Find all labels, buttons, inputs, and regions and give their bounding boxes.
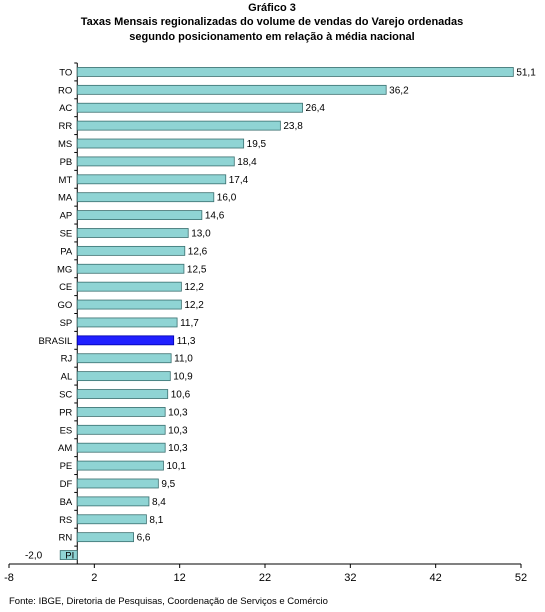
category-label-ap: AP [60, 211, 73, 222]
category-label-ba: BA [60, 497, 73, 508]
category-label-rs: RS [59, 515, 72, 526]
category-label-sc: SC [59, 390, 72, 401]
value-label-pb: 18,4 [237, 157, 257, 168]
chart-title: Gráfico 3 [248, 2, 296, 14]
x-tick-label-2: 2 [91, 572, 97, 584]
value-label-ma: 16,0 [217, 193, 237, 204]
bar-ce [76, 281, 182, 292]
bar-mt [76, 174, 227, 185]
category-label-rj: RJ [61, 354, 73, 365]
chart-subtitle-line-1: Taxas Mensais regionalizadas do volume d… [81, 16, 464, 28]
category-label-al: AL [61, 372, 73, 383]
bar-brasil [76, 335, 175, 346]
bar-ap [76, 210, 203, 220]
value-label-rs: 8,1 [149, 515, 163, 526]
bar-ac [76, 102, 303, 113]
bar-se [76, 228, 189, 238]
category-label-df: DF [60, 479, 73, 490]
value-label-rj: 11,0 [174, 354, 193, 365]
source-note: Fonte: IBGE, Diretoria de Pesquisas, Coo… [9, 596, 328, 607]
bar-rn [76, 532, 134, 543]
value-label-al: 10,9 [173, 372, 193, 383]
category-label-pa: PA [60, 246, 73, 257]
category-label-ac: AC [59, 103, 72, 114]
category-label-rn: RN [59, 533, 73, 544]
bar-to [76, 67, 514, 77]
bar-pb [76, 156, 235, 167]
bar-mg [76, 263, 185, 274]
value-label-ap: 14,6 [205, 211, 225, 222]
category-label-mg: MG [57, 264, 72, 275]
category-label-mt: MT [59, 175, 73, 186]
x-tick-label-52: 52 [515, 572, 527, 584]
bar-am [76, 442, 166, 453]
bar-pr [76, 407, 166, 417]
x-tick-label-22: 22 [259, 572, 271, 584]
category-label-ro: RO [58, 85, 72, 96]
value-label-ac: 26,4 [306, 103, 326, 114]
bar-pe [76, 460, 164, 471]
category-label-rr: RR [59, 121, 73, 132]
category-label-ma: MA [58, 193, 73, 204]
x-tick-label-42: 42 [430, 572, 442, 584]
value-label-sp: 11,7 [180, 318, 199, 329]
bar-rr [76, 120, 281, 131]
bar-es [76, 424, 166, 435]
category-label-es: ES [60, 425, 73, 436]
category-label-pr: PR [59, 407, 72, 418]
category-label-pb: PB [60, 157, 73, 168]
value-label-ce: 12,2 [184, 282, 204, 293]
bar-ba [76, 496, 150, 507]
bar-al [76, 371, 171, 382]
value-label-go: 12,2 [184, 300, 204, 311]
bar-ma [76, 192, 215, 203]
bar-df [76, 478, 159, 489]
value-label-am: 10,3 [168, 443, 188, 454]
category-label-ms: MS [58, 139, 72, 150]
bar-rj [76, 353, 172, 364]
bar-sp [76, 317, 178, 328]
bar-go [76, 299, 182, 310]
category-label-pe: PE [60, 461, 73, 472]
value-label-rn: 6,6 [137, 533, 151, 544]
value-label-sc: 10,6 [171, 390, 191, 401]
bar-rs [76, 514, 147, 525]
category-label-se: SE [60, 228, 73, 239]
value-label-brasil: 11,3 [177, 336, 196, 347]
value-label-pr: 10,3 [168, 407, 188, 418]
category-label-to: TO [59, 67, 72, 78]
category-label-sp: SP [60, 318, 73, 329]
value-label-rr: 23,8 [283, 121, 303, 132]
bar-sc [76, 389, 169, 399]
category-label-am: AM [58, 443, 72, 454]
x-tick-label--8: -8 [4, 572, 14, 584]
value-label-to: 51,1 [516, 67, 536, 78]
category-label-pi: PI [65, 551, 74, 562]
value-label-df: 9,5 [161, 479, 175, 490]
plot-area: TO 51,1 RO 36,2 AC 26,4 RR 23,8 MS 19,5 PB 18,4 MT 17… [4, 62, 536, 584]
value-label-pe: 10,1 [166, 461, 186, 472]
x-tick-label-12: 12 [174, 572, 186, 584]
bar-ms [76, 138, 245, 149]
value-label-ms: 19,5 [247, 139, 267, 150]
value-label-es: 10,3 [168, 425, 188, 436]
bar-pa [76, 245, 186, 256]
category-label-go: GO [57, 300, 72, 311]
chart-subtitle-line-2: segundo posicionamento em relação à médi… [129, 31, 414, 43]
value-label-mg: 12,5 [187, 264, 207, 275]
value-label-pa: 12,6 [188, 246, 208, 257]
category-label-ce: CE [59, 282, 72, 293]
value-label-ro: 36,2 [389, 85, 409, 96]
category-label-brasil: BRASIL [38, 336, 72, 347]
value-label-mt: 17,4 [229, 175, 249, 186]
value-label-ba: 8,4 [152, 497, 166, 508]
value-label-se: 13,0 [191, 228, 211, 239]
value-label-pi: -2,0 [25, 551, 43, 562]
bar-ro [76, 84, 387, 95]
x-tick-label-32: 32 [344, 572, 356, 584]
bar-pi [59, 550, 78, 560]
